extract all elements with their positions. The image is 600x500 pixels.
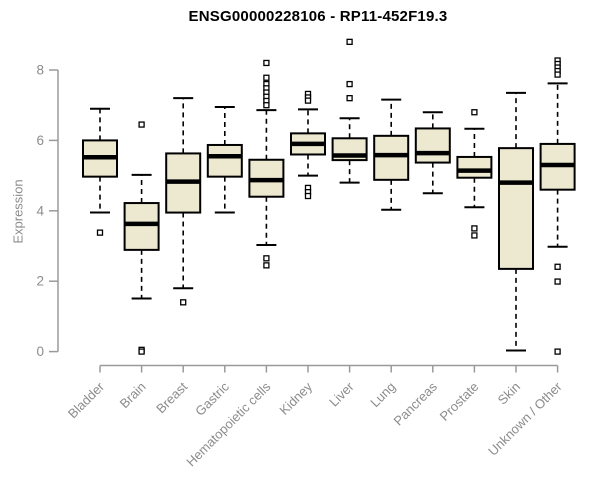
box-hematopoietic-cells (248, 59, 285, 269)
x-tick-label-prostate: Prostate (437, 379, 482, 424)
x-tick-label-liver: Liver (326, 379, 357, 410)
box-prostate (456, 109, 493, 239)
outlier-point (263, 59, 270, 67)
iqr-box (123, 202, 160, 251)
x-tick-label-bladder: Bladder (65, 379, 108, 422)
outlier-point (554, 278, 561, 285)
x-tick-label-skin: Skin (495, 379, 523, 407)
x-tick-label-unknown-other: Unknown / Other (485, 379, 565, 459)
outlier-point (471, 225, 478, 232)
outlier-point (346, 95, 353, 102)
chart-title: ENSG00000228106 - RP11-452F19.3 (188, 8, 448, 25)
box-liver (331, 38, 368, 184)
box-kidney (290, 90, 326, 200)
outlier-point (471, 232, 478, 239)
outlier-point (138, 121, 145, 128)
y-tick-label: 8 (36, 63, 44, 78)
x-tick-label-breast: Breast (153, 379, 190, 416)
y-tick-label: 4 (36, 203, 44, 218)
y-tick-label: 6 (36, 133, 44, 148)
outlier-point (263, 262, 270, 269)
box-brain (123, 121, 160, 355)
outlier-point (263, 74, 270, 81)
x-tick-label-gastric: Gastric (192, 379, 232, 419)
iqr-box (206, 143, 243, 178)
outlier-point (263, 102, 270, 109)
iqr-box (498, 147, 534, 270)
box-breast (165, 97, 202, 306)
y-tick-label: 2 (36, 274, 44, 289)
box-bladder (82, 107, 118, 236)
iqr-box (414, 127, 451, 164)
outlier-point (554, 348, 561, 355)
outlier-point (304, 192, 312, 200)
x-tick-label-lung: Lung (367, 379, 398, 410)
box-unknown-other (539, 57, 576, 355)
outlier-point (346, 38, 353, 45)
outlier-point (304, 97, 312, 104)
outlier-point (554, 71, 561, 78)
x-tick-label-brain: Brain (117, 379, 149, 411)
y-tick-label: 0 (36, 344, 44, 359)
box-gastric (206, 105, 243, 214)
outlier-point (180, 299, 187, 306)
box-skin (498, 91, 534, 352)
iqr-box (456, 155, 493, 179)
outlier-point (138, 348, 145, 355)
x-tick-label-pancreas: Pancreas (390, 379, 440, 429)
outlier-point (96, 229, 104, 236)
box-lung (373, 98, 410, 211)
outlier-point (471, 109, 478, 116)
box-pancreas (414, 111, 451, 195)
x-tick-label-kidney: Kidney (276, 379, 315, 418)
iqr-box (373, 134, 410, 181)
outlier-point (346, 80, 353, 88)
y-axis-title: Expression (10, 179, 26, 244)
outlier-point (263, 255, 270, 262)
outlier-point (554, 263, 561, 270)
